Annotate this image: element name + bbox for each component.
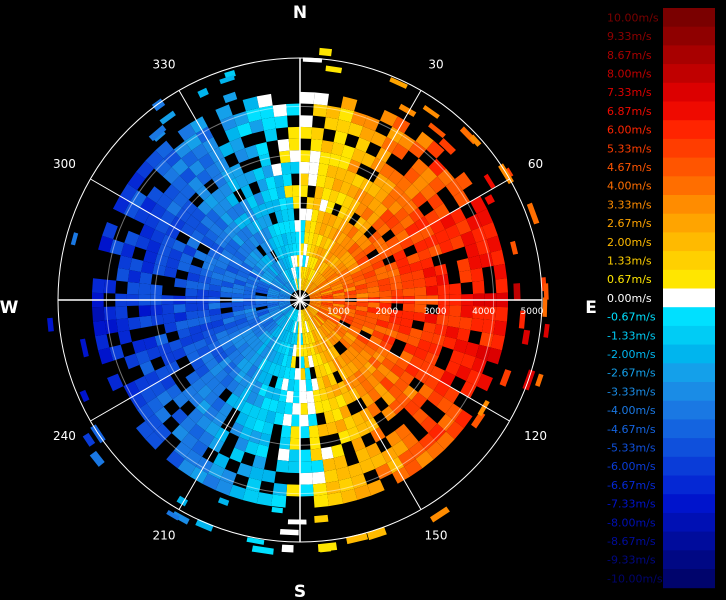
velocity-colorbar: 10.00m/s 9.33m/s 8.67m/s 8.00m/s 7.33m/s 6.87… [607,8,715,589]
colorbar-swatch [663,344,715,364]
colorbar-label: -4.67m/s [607,423,656,436]
range-ring-label: 4000 [472,307,495,317]
velocity-data-field [47,47,550,555]
colorbar-label: 0.00m/s [607,292,652,305]
colorbar-label: 8.67m/s [607,49,652,62]
compass-east-label: E [585,298,597,318]
colorbar-label: 10.00m/s [607,11,659,24]
colorbar-label: 6.00m/s [607,124,652,137]
colorbar-label: -5.33m/s [607,441,656,454]
colorbar-label: 0.67m/s [607,273,652,286]
colorbar-swatch [663,288,715,308]
azimuth-spoke [178,299,301,510]
colorbar-swatch [663,45,715,65]
colorbar-swatch [663,512,715,533]
azimuth-spoke [299,178,510,301]
colorbar-swatch [663,8,715,28]
colorbar-label: -10.00m/s [607,572,663,585]
colorbar-swatch [663,438,715,458]
colorbar-swatch [663,120,715,140]
colorbar-label: -1.33m/s [607,329,656,342]
colorbar-label: 5.33m/s [607,142,652,155]
colorbar-label: 7.33m/s [607,86,652,99]
bearing-label: 120 [524,429,547,443]
colorbar-label: -4.00m/s [607,404,656,417]
colorbar-swatch [663,363,715,383]
colorbar-swatch [663,82,715,102]
bearing-label: 330 [153,57,176,71]
colorbar-label: -6.67m/s [607,479,656,492]
range-ring-label: 3000 [424,307,447,317]
colorbar-label: -0.67m/s [607,311,656,324]
colorbar-swatch [663,419,715,439]
colorbar-swatch [663,494,715,514]
compass-north-label: N [293,3,307,23]
colorbar-swatch [663,157,715,177]
colorbar-label: -8.67m/s [607,535,656,548]
compass-west-label: W [0,298,19,318]
colorbar-label: 9.33m/s [607,30,652,43]
colorbar-swatch [663,382,715,402]
colorbar-label: 8.00m/s [607,67,652,80]
colorbar-label: 2.67m/s [607,217,652,230]
colorbar-swatch [663,569,715,589]
range-ring-label: 1000 [327,307,350,317]
colorbar-label: 4.00m/s [607,180,652,193]
colorbar-label: 1.33m/s [607,254,652,267]
colorbar-swatch [663,64,715,84]
radar-origin-marker [293,293,307,307]
azimuth-spoke [178,90,301,301]
azimuth-spoke [90,178,301,301]
colorbar-swatch [663,232,715,252]
colorbar-swatch [663,251,715,271]
azimuth-spoke [299,299,510,422]
colorbar-swatch [663,307,715,327]
colorbar-label: -3.33m/s [607,385,656,398]
colorbar-swatch [663,101,715,121]
colorbar-swatch [663,26,715,46]
colorbar-label: -7.33m/s [607,498,656,511]
azimuth-spoke [299,299,422,510]
bearing-label: 60 [528,157,543,171]
colorbar-swatch [663,550,715,570]
colorbar-label: 4.67m/s [607,161,652,174]
colorbar-swatch [663,475,715,495]
range-ring-label: 5000 [521,307,544,317]
colorbar-swatch [663,138,715,159]
colorbar-label: -2.67m/s [607,367,656,380]
range-ring-label: 2000 [375,307,398,317]
azimuth-spoke [90,299,301,422]
colorbar-label: -2.00m/s [607,348,656,361]
bearing-labels: 30 60 120 150 210 240 300 330 [53,57,547,542]
colorbar-swatch [663,325,715,346]
colorbar-swatch [663,531,715,551]
azimuth-spoke [299,90,422,301]
colorbar-swatch [663,213,715,233]
bearing-label: 30 [428,57,443,71]
range-ring-labels: 1000 2000 3000 4000 5000 [327,307,544,317]
bearing-label: 300 [53,157,76,171]
compass-south-label: S [294,582,306,600]
colorbar-swatch [663,400,715,420]
colorbar-label: 3.33m/s [607,198,652,211]
bearing-label: 240 [53,429,76,443]
colorbar-swatch [663,176,715,196]
colorbar-swatch [663,456,715,476]
colorbar-swatch [663,195,715,215]
colorbar-label: -9.33m/s [607,554,656,567]
colorbar-label: -8.00m/s [607,516,656,529]
colorbar-swatch [663,269,715,289]
colorbar-label: 6.87m/s [607,105,652,118]
colorbar-entries: 10.00m/s 9.33m/s 8.67m/s 8.00m/s 7.33m/s 6.87… [607,8,715,589]
bearing-label: 150 [425,529,448,543]
radar-velocity-display: 1000 2000 3000 4000 5000 30 60 120 150 210 240 300… [0,3,597,600]
colorbar-label: 2.00m/s [607,236,652,249]
colorbar-label: -6.00m/s [607,460,656,473]
polar-grid [57,57,543,543]
bearing-label: 210 [153,529,176,543]
